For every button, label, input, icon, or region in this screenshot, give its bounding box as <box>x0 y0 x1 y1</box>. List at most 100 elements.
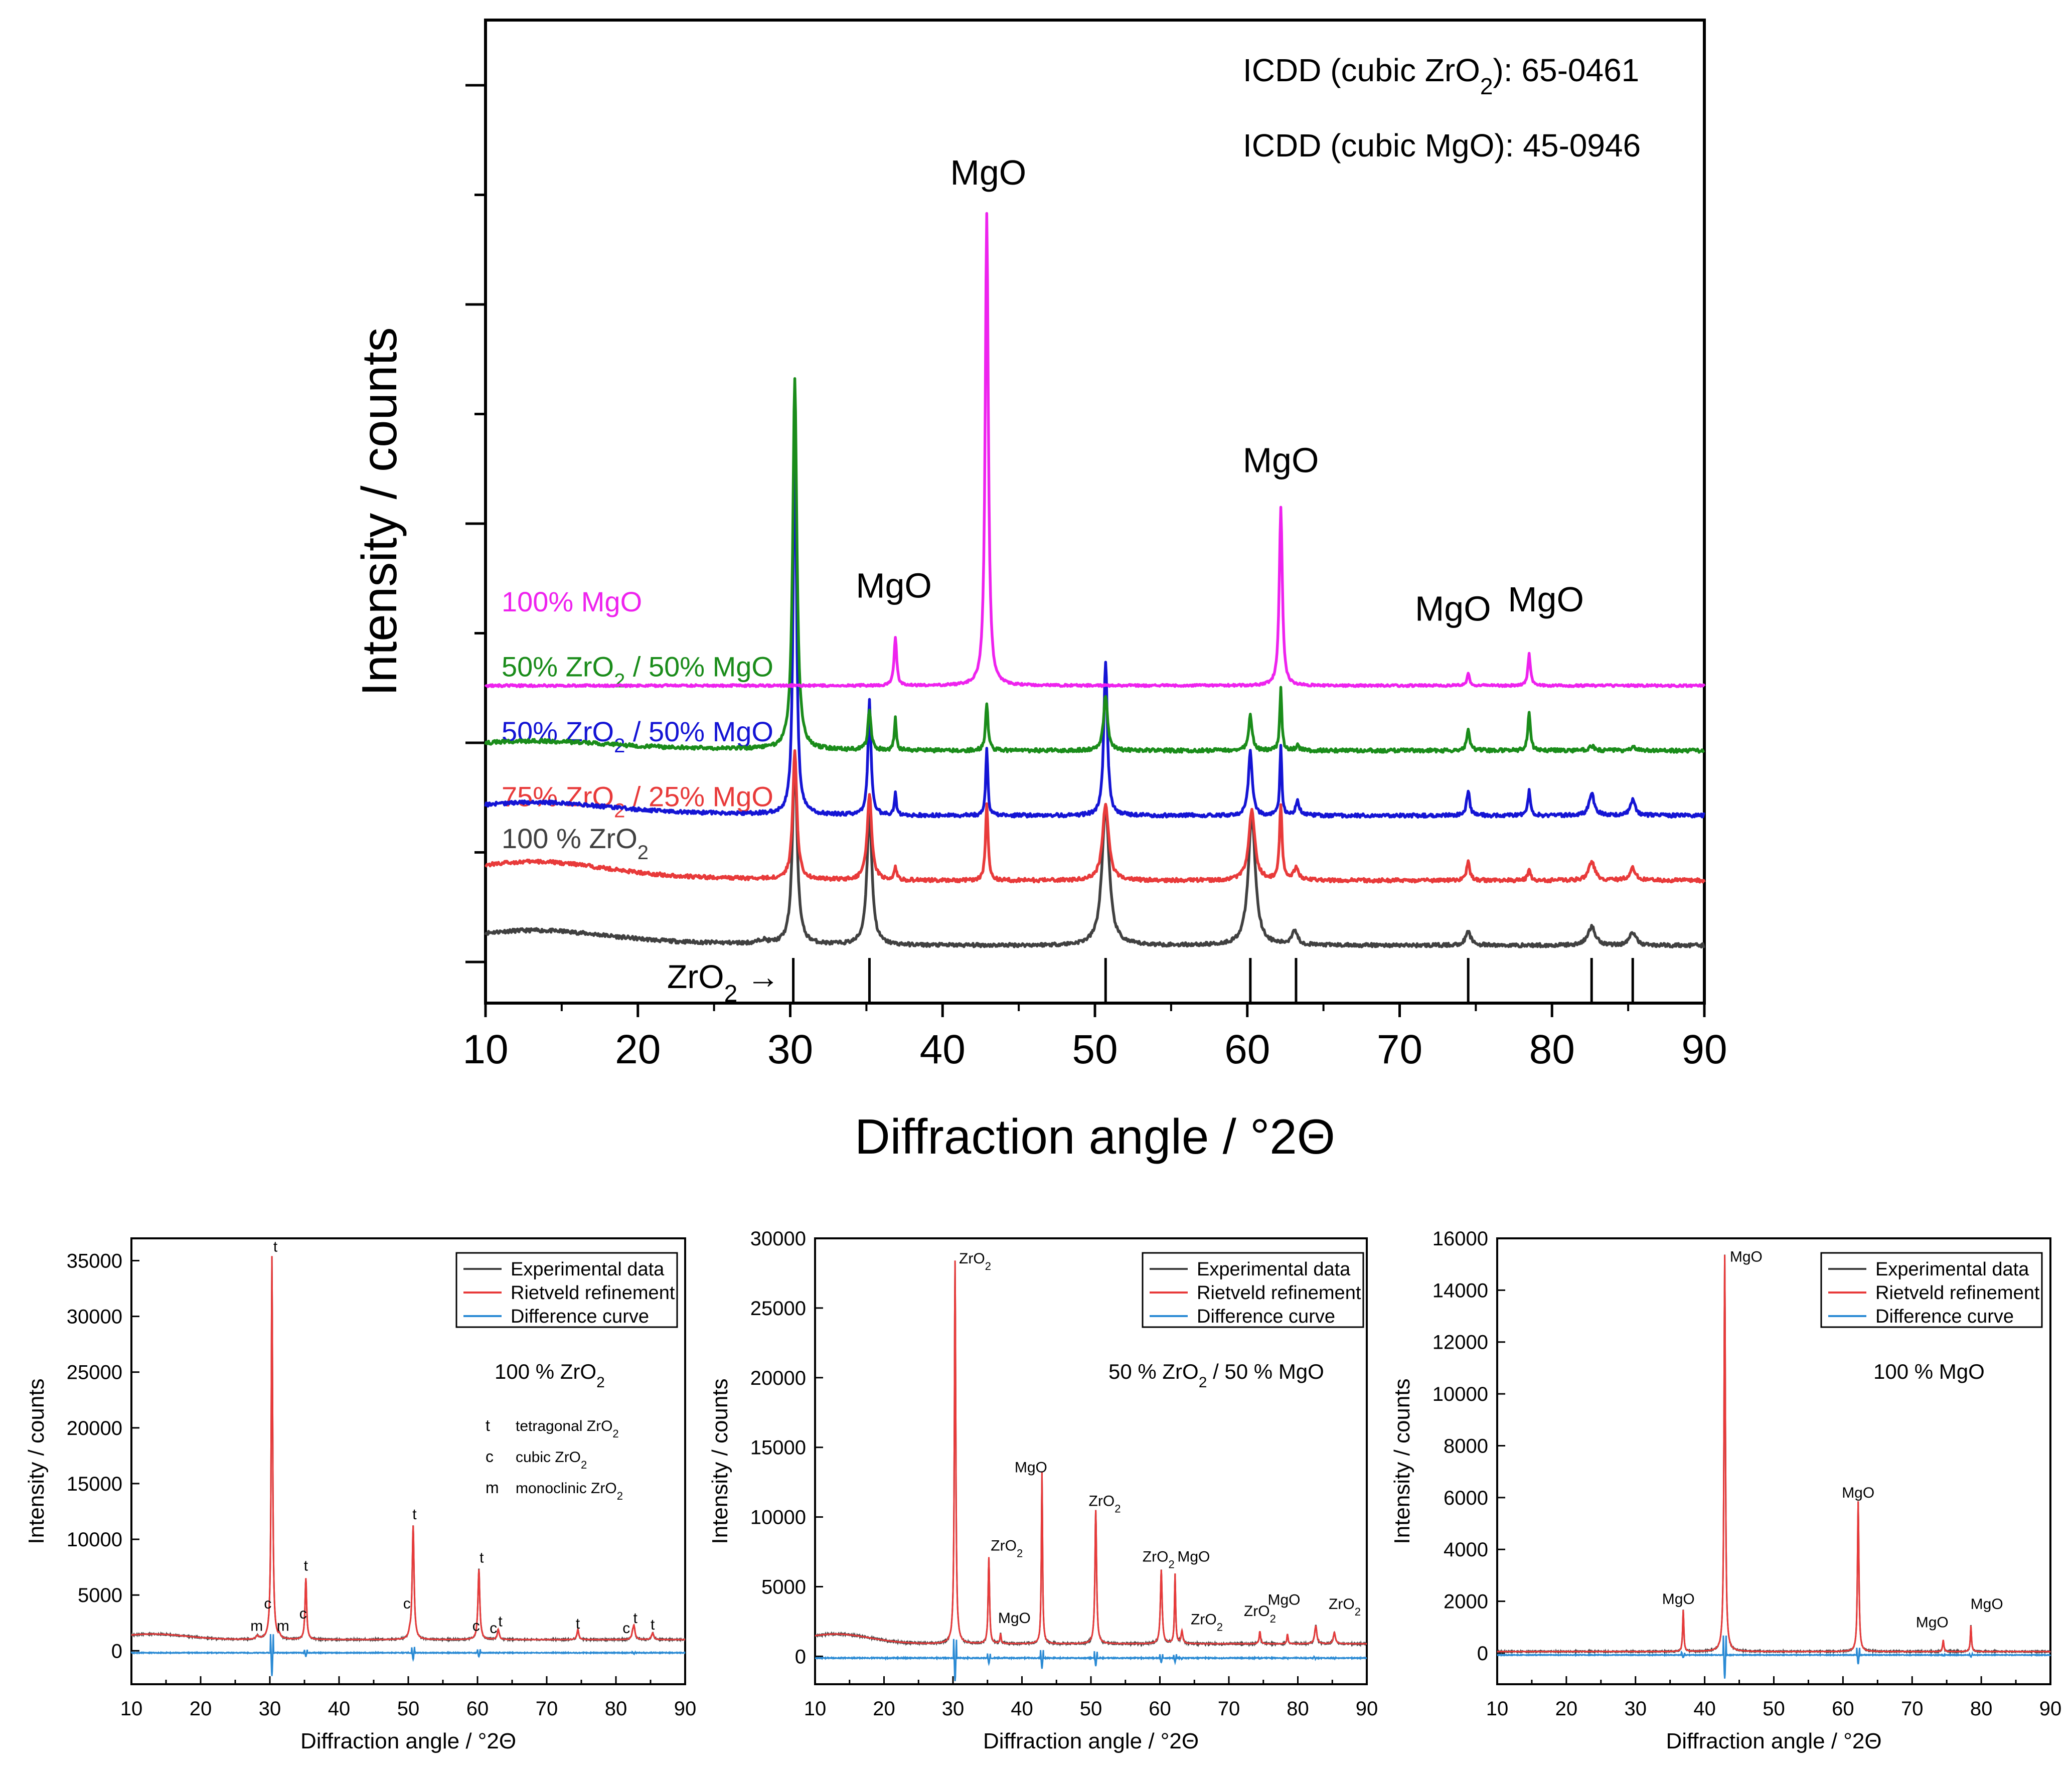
y-tick-label: 5000 <box>761 1576 806 1598</box>
x-tick-label: 10 <box>120 1698 143 1720</box>
legend-entry: Rietveld refinement <box>1875 1282 2040 1304</box>
difference-curve-line <box>130 1634 686 1676</box>
x-tick-label: 90 <box>674 1698 697 1720</box>
main-xrd-panel: 10 20 30 40 50 60 70 80 90 Diffraction angle / °2… <box>352 19 1727 1164</box>
peak-annotation: t <box>273 1239 278 1255</box>
y-tick-label: 10000 <box>750 1507 806 1529</box>
peak-annotation: ZrO2 <box>959 1250 991 1272</box>
x-tick-label: 30 <box>767 1027 813 1072</box>
sample-label: 50 % ZrO2 / 50 % MgO <box>1108 1360 1324 1391</box>
x-tick-label: 20 <box>190 1698 212 1720</box>
x-tick-label: 70 <box>1901 1698 1924 1720</box>
peak-label: MgO <box>856 566 932 605</box>
x-tick-label: 40 <box>328 1698 351 1720</box>
y-axis-label: Intensity / counts <box>708 1378 732 1544</box>
x-tick-label: 30 <box>1625 1698 1647 1720</box>
peak-annotation: t <box>412 1506 417 1523</box>
peak-annotation: MgO <box>1916 1614 1949 1631</box>
y-tick-label: 35000 <box>67 1250 122 1272</box>
x-axis-label: Diffraction angle / °2Θ <box>855 1109 1335 1164</box>
legend-entry: Difference curve <box>511 1306 649 1327</box>
x-tick-label: 50 <box>1072 1027 1118 1072</box>
y-tick-label: 14000 <box>1432 1279 1488 1302</box>
x-tick-label: 30 <box>942 1698 965 1720</box>
x-tick-label: 30 <box>259 1698 281 1720</box>
database-note-mgo: ICDD (cubic MgO): 45-0946 <box>1243 127 1641 164</box>
x-tick-label: 10 <box>462 1027 508 1072</box>
y-tick-label: 2000 <box>1444 1591 1488 1613</box>
y-tick-label: 25000 <box>750 1298 806 1320</box>
y-axis-label: Intensity / counts <box>24 1378 49 1544</box>
x-tick-label: 60 <box>1149 1698 1171 1720</box>
peak-annotation: c <box>490 1620 497 1637</box>
y-tick-label: 16000 <box>1432 1228 1488 1250</box>
y-axis-label: Intensity / counts <box>352 327 407 696</box>
series-label: 50% ZrO2 / 50% MgO <box>502 651 773 692</box>
rietveld-refinement-line <box>1497 1254 2050 1653</box>
peak-annotation: t <box>304 1557 308 1574</box>
legend-entry: Experimental data <box>511 1259 665 1280</box>
peak-annotation: c <box>403 1595 411 1612</box>
x-tick-label: 10 <box>1486 1698 1509 1720</box>
peak-annotation: MgO <box>1177 1549 1210 1565</box>
peak-label: MgO <box>1415 589 1491 628</box>
peak-label: MgO <box>1508 580 1584 619</box>
mgo-refinement-panel: 10 20 30 40 50 60 70 80 90 0 2000 4000 6000 8000 10000… <box>1390 1228 2061 1753</box>
peak-annotation: ZrO2 <box>1329 1596 1361 1618</box>
x-tick-label: 60 <box>1224 1027 1270 1072</box>
peak-annotation: MgO <box>1015 1460 1047 1476</box>
series-line <box>484 752 1705 949</box>
x-tick-label: 10 <box>804 1698 827 1720</box>
peak-annotation: t <box>633 1610 637 1627</box>
phase-key-label: tetragonal ZrO2 <box>516 1418 619 1440</box>
legend-box <box>1820 1252 2043 1328</box>
peak-annotation: m <box>277 1618 289 1634</box>
x-tick-label: 40 <box>1011 1698 1033 1720</box>
phase-key-symbol: m <box>486 1479 499 1497</box>
y-axis-label: Intensity / counts <box>1390 1378 1414 1544</box>
y-tick-label: 6000 <box>1444 1487 1488 1509</box>
x-tick-label: 40 <box>920 1027 966 1072</box>
series-label: 100 % ZrO2 <box>502 823 649 864</box>
peak-label: MgO <box>950 153 1027 192</box>
legend-box <box>1142 1252 1364 1328</box>
peak-annotation: c <box>472 1618 480 1634</box>
peak-annotation: MgO <box>1267 1592 1300 1608</box>
rietveld-refinement-line <box>815 1260 1367 1645</box>
y-tick-label: 8000 <box>1444 1435 1488 1457</box>
y-tick-label: 12000 <box>1432 1332 1488 1354</box>
rietveld-refinement-line <box>131 1256 685 1641</box>
y-tick-label: 30000 <box>750 1228 806 1250</box>
legend-box <box>455 1252 678 1328</box>
y-tick-label: 15000 <box>67 1473 122 1495</box>
series-label: 100% MgO <box>502 586 642 617</box>
peak-annotation: t <box>651 1617 655 1633</box>
y-tick-label: 0 <box>795 1646 806 1668</box>
peak-annotation: ZrO2 <box>1244 1603 1276 1625</box>
x-tick-label: 20 <box>1555 1698 1578 1720</box>
peak-annotation: t <box>498 1613 503 1630</box>
x-tick-label: 20 <box>873 1698 895 1720</box>
y-tick-label: 20000 <box>67 1417 122 1439</box>
peak-annotation: ZrO2 <box>1089 1493 1121 1515</box>
peak-annotation: MgO <box>998 1610 1031 1627</box>
x-tick-label: 90 <box>1356 1698 1378 1720</box>
peak-annotation: m <box>250 1618 263 1634</box>
y-tick-label: 4000 <box>1444 1539 1488 1561</box>
x-tick-label: 80 <box>1529 1027 1575 1072</box>
legend-entry: Experimental data <box>1197 1259 1351 1280</box>
difference-curve-line <box>1497 1635 2051 1679</box>
peak-annotation: ZrO2 <box>1143 1549 1175 1571</box>
legend-entry: Experimental data <box>1875 1259 2029 1280</box>
peak-annotation: MgO <box>1971 1596 2003 1613</box>
zro2-refinement-panel: 10 20 30 40 50 60 70 80 90 0 5000 10000 15000 20000 25… <box>24 1237 697 1753</box>
x-axis-label: Diffraction angle / °2Θ <box>1666 1729 1881 1753</box>
legend-entry: Rietveld refinement <box>1197 1282 1361 1304</box>
x-tick-label: 80 <box>605 1698 627 1720</box>
x-tick-label: 40 <box>1693 1698 1716 1720</box>
y-tick-label: 10000 <box>1432 1383 1488 1405</box>
peak-annotation: MgO <box>1730 1249 1763 1265</box>
x-tick-label: 60 <box>466 1698 489 1720</box>
x-tick-label: 70 <box>1377 1027 1422 1072</box>
series-line <box>484 749 1706 884</box>
